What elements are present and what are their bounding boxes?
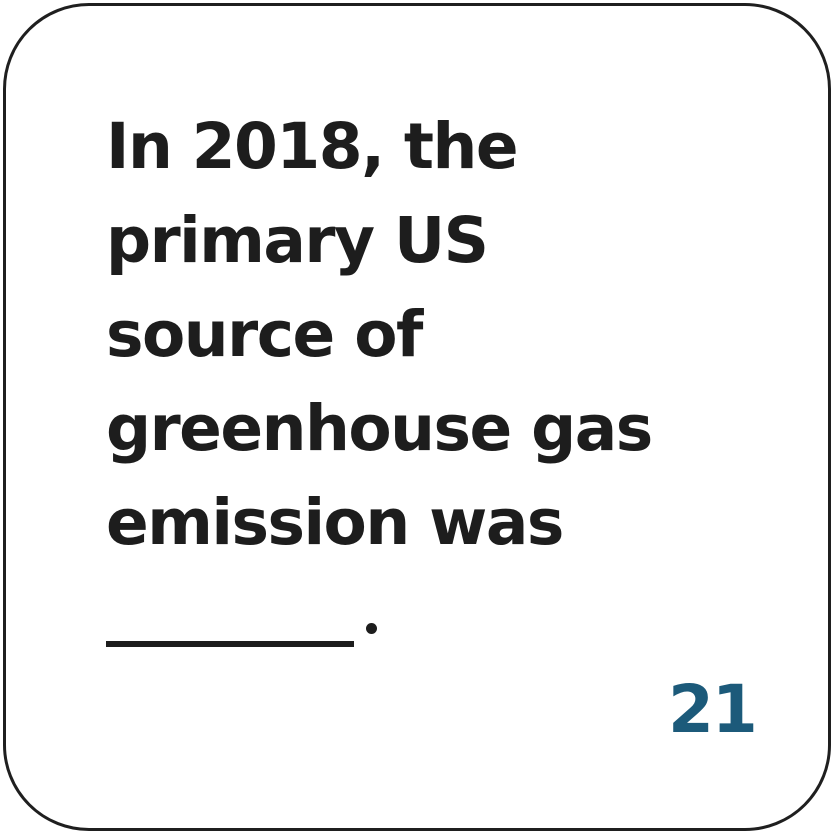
question-line: primary US xyxy=(106,204,489,277)
period-mark xyxy=(366,623,377,634)
question-text: In 2018, the primary US source of greenh… xyxy=(106,100,746,570)
question-line: source of xyxy=(106,298,423,371)
question-line: greenhouse gas xyxy=(106,392,653,465)
card-number: 21 xyxy=(668,671,758,748)
answer-blank xyxy=(106,641,354,647)
quiz-card xyxy=(3,3,831,831)
question-line: In 2018, the xyxy=(106,110,519,183)
question-line: emission was xyxy=(106,486,564,559)
